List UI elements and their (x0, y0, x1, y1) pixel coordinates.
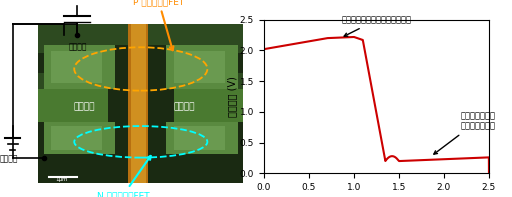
Bar (166, 122, 238, 154)
Bar (166, 45, 238, 89)
Text: 接地端子: 接地端子 (0, 154, 18, 164)
Bar (174, 126, 225, 150)
Text: 1μm: 1μm (55, 177, 68, 182)
Bar (51, 126, 102, 150)
Text: 低入力電圧時は出力電圧が高い: 低入力電圧時は出力電圧が高い (342, 16, 411, 36)
Bar (128, 24, 148, 183)
Text: 出力端子: 出力端子 (174, 102, 195, 111)
Bar (174, 51, 225, 83)
Text: P 型トンネルFET: P 型トンネルFET (133, 0, 184, 50)
Bar (131, 24, 146, 183)
Bar (38, 122, 243, 154)
Text: 入力端子: 入力端子 (74, 102, 95, 111)
Bar (38, 89, 243, 122)
Bar (51, 51, 102, 83)
Bar (115, 45, 166, 89)
Bar (38, 53, 243, 73)
Y-axis label: 出力電圧 (V): 出力電圧 (V) (227, 76, 237, 117)
Bar (44, 45, 115, 89)
Bar (38, 24, 243, 183)
Bar (44, 122, 115, 154)
Bar (115, 122, 166, 154)
Bar (108, 89, 174, 122)
Bar (38, 24, 243, 183)
Bar (38, 154, 243, 183)
Text: N 型トンネルFET: N 型トンネルFET (97, 156, 151, 197)
Text: 電源端子: 電源端子 (69, 42, 88, 51)
Text: 高入力電圧時は
出力電圧が低い: 高入力電圧時は 出力電圧が低い (434, 112, 495, 154)
